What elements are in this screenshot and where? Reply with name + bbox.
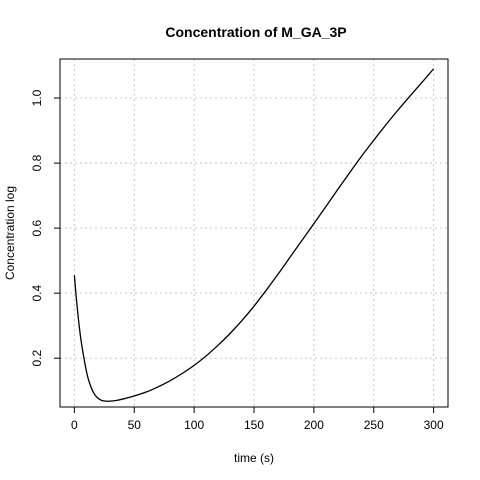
grid xyxy=(60,59,448,407)
y-axis: 0.2 0.4 0.6 0.8 1.0 xyxy=(30,89,60,367)
y-tick-label: 0.8 xyxy=(30,154,44,171)
x-tick-label: 100 xyxy=(184,418,204,432)
series-line xyxy=(73,68,435,402)
x-tick-label: 250 xyxy=(364,418,384,432)
y-tick-label: 0.6 xyxy=(30,219,44,236)
x-axis-label: time (s) xyxy=(234,451,274,465)
x-tick-label: 200 xyxy=(304,418,324,432)
x-tick-label: 300 xyxy=(424,418,444,432)
chart-title: Concentration of M_GA_3P xyxy=(165,24,346,40)
y-tick-label: 1.0 xyxy=(30,89,44,106)
x-tick-label: 0 xyxy=(71,418,78,432)
y-tick-label: 0.4 xyxy=(30,285,44,302)
y-tick-label: 0.2 xyxy=(30,350,44,367)
x-tick-label: 50 xyxy=(128,418,142,432)
x-tick-label: 150 xyxy=(244,418,264,432)
y-axis-label: Concentration log xyxy=(3,186,17,280)
x-axis: 0 50 100 150 200 250 300 xyxy=(71,407,444,432)
